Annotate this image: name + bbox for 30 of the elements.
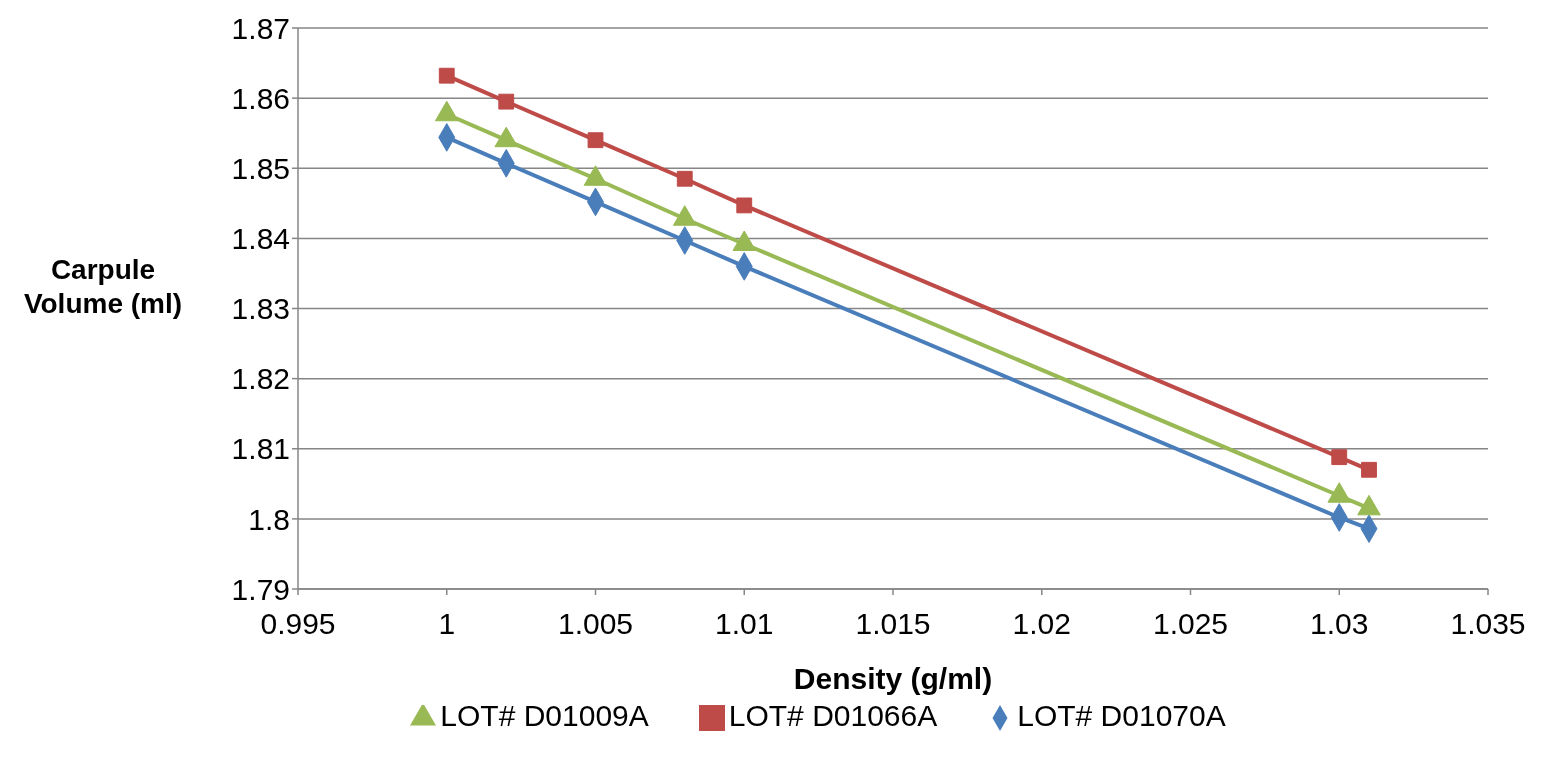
x-tick-label: 1.01 — [715, 607, 774, 641]
x-tick-label: 1.005 — [557, 607, 634, 641]
y-tick-label: 1.87 — [231, 11, 290, 45]
y-tick-label: 1.83 — [231, 292, 290, 326]
legend-label: LOT# D01070A — [1017, 699, 1226, 732]
legend-label: LOT# D01066A — [728, 699, 938, 732]
x-tick-label: 1.02 — [1012, 607, 1071, 641]
y-tick-label: 1.81 — [231, 432, 290, 466]
point — [736, 197, 753, 214]
point — [1361, 461, 1377, 478]
x-tick-label: 1.015 — [855, 607, 931, 641]
x-tick-label: 1.03 — [1310, 607, 1369, 641]
y-tick-label: 1.82 — [231, 362, 290, 396]
x-tick-label: 1 — [438, 607, 456, 641]
x-axis-title: Density (g/ml) — [793, 662, 993, 695]
point — [676, 170, 693, 187]
point — [587, 132, 604, 149]
point — [438, 67, 455, 84]
y-tick-label: 1.79 — [231, 572, 290, 606]
y-tick-label: 1.86 — [231, 81, 290, 115]
point — [498, 93, 515, 110]
x-tick-label: 1.035 — [1450, 607, 1526, 641]
x-tick-label: 1.025 — [1152, 607, 1229, 641]
y-tick-label: 1.8 — [248, 502, 290, 536]
y-axis-title: Carpule Volume (ml) — [22, 253, 184, 321]
point — [1331, 449, 1348, 466]
y-tick-label: 1.84 — [231, 222, 290, 256]
x-tick-label: 0.995 — [260, 607, 336, 641]
y-tick-label: 1.85 — [231, 151, 290, 185]
legend-label: LOT# D01009A — [440, 699, 649, 732]
